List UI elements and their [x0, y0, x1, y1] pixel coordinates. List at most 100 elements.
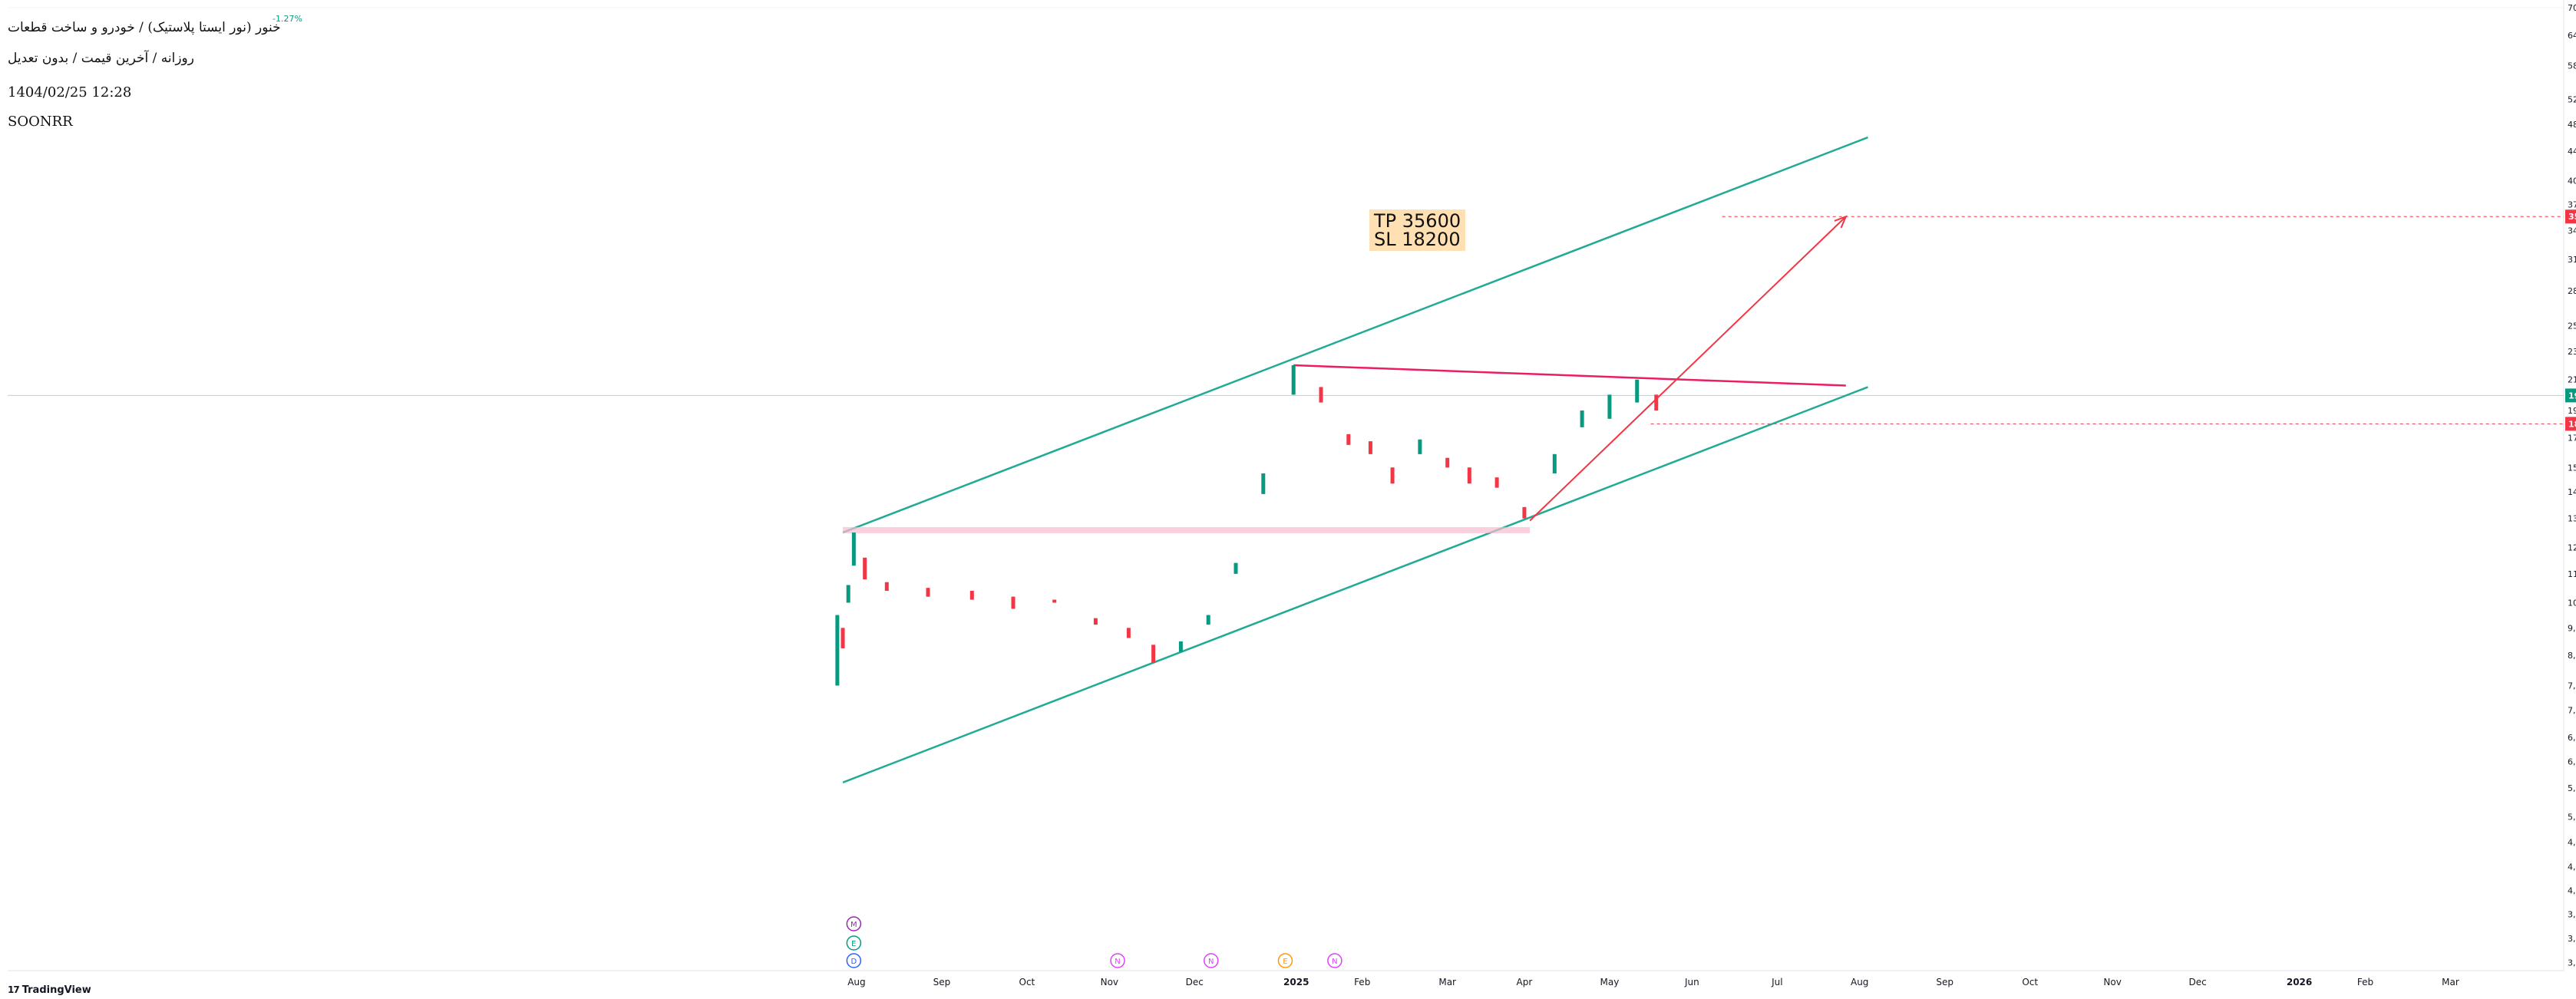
price-tick-label: 4,700 — [2568, 837, 2576, 847]
current-price-label-bg — [2565, 388, 2576, 403]
price-tick-label: 48,000 — [2568, 120, 2576, 130]
price-tick-label: 40,000 — [2568, 176, 2576, 186]
chart-grid — [8, 0, 2564, 971]
time-tick-label: Aug — [1851, 977, 1868, 987]
price-tick-label: 5,600 — [2568, 783, 2576, 793]
candle-body — [1654, 394, 1659, 411]
price-tick-label: 58,000 — [2568, 61, 2576, 71]
time-tick-label: May — [1600, 977, 1620, 987]
time-tick-label: Mar — [1438, 977, 1456, 987]
chart-drawings[interactable] — [842, 136, 1868, 783]
price-tick-label: 14,600 — [2568, 487, 2576, 497]
candle-body — [1390, 467, 1395, 484]
channel-lower-line — [842, 386, 1868, 783]
symbol-subtitle: روزانه / آخرین قیمت / بدون تعدیل — [8, 51, 194, 66]
time-tick-label: 2026 — [2287, 977, 2312, 987]
price-tick-label: 3,720 — [2568, 910, 2576, 920]
price-tick-label: 4,020 — [2568, 885, 2576, 895]
candle-body — [1319, 387, 1323, 403]
price-tick-label: 44,000 — [2568, 147, 2576, 157]
price-tick-label: 52,000 — [2568, 95, 2576, 105]
event-marker — [846, 935, 862, 951]
time-tick-label: Dec — [2188, 977, 2206, 987]
current-price-label: 19,950 — [2568, 391, 2576, 401]
stop-price-label-bg — [2565, 417, 2576, 431]
candle-body — [1368, 441, 1372, 454]
event-marker — [1110, 953, 1125, 968]
candle-body — [1418, 439, 1422, 454]
price-tick-label: 17,400 — [2568, 433, 2576, 443]
time-tick-label: Jul — [1771, 977, 1782, 987]
candle-body — [969, 590, 974, 600]
price-tick-label: 11,200 — [2568, 569, 2576, 579]
candle-body — [1126, 628, 1131, 638]
candle-body — [835, 615, 840, 686]
price-tick-label: 8,600 — [2568, 651, 2576, 661]
target-price-label-bg — [2565, 209, 2576, 224]
candle-body — [1346, 434, 1351, 445]
brand[interactable]: 17 TradingView — [8, 984, 91, 996]
ticker: SOONRR — [8, 114, 73, 130]
datetime: 1404/02/25 12:28 — [8, 84, 132, 101]
candle-body — [1467, 467, 1471, 484]
time-tick-label: Mar — [2442, 977, 2459, 987]
candle-body — [851, 532, 856, 566]
time-tick-label: Oct — [1019, 977, 1035, 987]
target-arrowhead — [1834, 215, 1848, 229]
price-tick-label: 31,000 — [2568, 255, 2576, 265]
price-tick-label: 64,000 — [2568, 31, 2576, 41]
event-markers[interactable]: D E M N N E N — [846, 916, 1342, 968]
price-tick-label: 9,400 — [2568, 623, 2576, 633]
price-tick-label: 21,000 — [2568, 375, 2576, 385]
price-tick-label: 12,200 — [2568, 542, 2576, 552]
time-tick-label: Sep — [1936, 977, 1953, 987]
price-axis[interactable]: 70,000 64,000 58,000 52,000 48,000 44,000 40,0… — [2565, 3, 2576, 968]
event-marker — [1277, 953, 1293, 968]
time-tick-label: Feb — [2357, 977, 2373, 987]
sl-label: SL 18200 — [1374, 229, 1461, 250]
symbol-title[interactable]: خنور (نور ایستا پلاستیک) / خودرو و ساخت … — [8, 20, 281, 35]
time-tick-label: Nov — [1101, 977, 1118, 987]
event-marker — [1204, 953, 1219, 968]
breakout-zone — [843, 526, 1531, 533]
event-marker-label: N — [1115, 958, 1120, 966]
price-tick-label: 7,800 — [2568, 681, 2576, 691]
event-marker — [1327, 953, 1342, 968]
candle-body — [1234, 562, 1238, 574]
time-tick-label: Jun — [1684, 977, 1699, 987]
time-tick-label: Apr — [1517, 977, 1533, 987]
candle-body — [1580, 410, 1584, 427]
candle-body — [1151, 645, 1156, 663]
event-marker — [846, 953, 862, 968]
price-tick-label: 25,000 — [2568, 321, 2576, 331]
price-tick-label: 10,200 — [2568, 598, 2576, 608]
candle-body — [1291, 365, 1296, 395]
price-tick-label: 5,100 — [2568, 813, 2576, 823]
candle-body — [884, 582, 889, 591]
price-tick-label: 70,000 — [2568, 3, 2576, 13]
candles — [835, 365, 1659, 686]
candle-body — [926, 588, 930, 597]
tp-sl-note[interactable]: TP 35600 SL 18200 — [1369, 209, 1466, 251]
tradingview-logo-icon: 17 — [8, 984, 20, 995]
price-tick-label: 19,000 — [2568, 406, 2576, 416]
candle-body — [1635, 379, 1640, 403]
event-marker-label: D — [850, 958, 857, 966]
brand-label: TradingView — [21, 984, 91, 996]
time-tick-label: Dec — [1186, 977, 1204, 987]
event-marker — [846, 916, 862, 931]
candle-body — [1052, 599, 1057, 603]
target-arrow — [1529, 216, 1847, 522]
time-axis[interactable]: Aug Sep Oct Nov Dec 2025 Feb Mar Apr May Jun Jul Aug… — [847, 977, 2459, 987]
candle-body — [863, 557, 867, 580]
candle-body — [1178, 641, 1183, 652]
price-tick-label: 6,100 — [2568, 757, 2576, 767]
price-tick-label: 3,180 — [2568, 958, 2576, 968]
price-tick-label: 23,000 — [2568, 347, 2576, 357]
candle-body — [1552, 453, 1557, 474]
target-price-label: 35,600 — [2568, 212, 2576, 222]
candle-body — [1093, 618, 1098, 625]
time-tick-label: 2025 — [1283, 977, 1309, 987]
time-tick-label: Feb — [1354, 977, 1370, 987]
